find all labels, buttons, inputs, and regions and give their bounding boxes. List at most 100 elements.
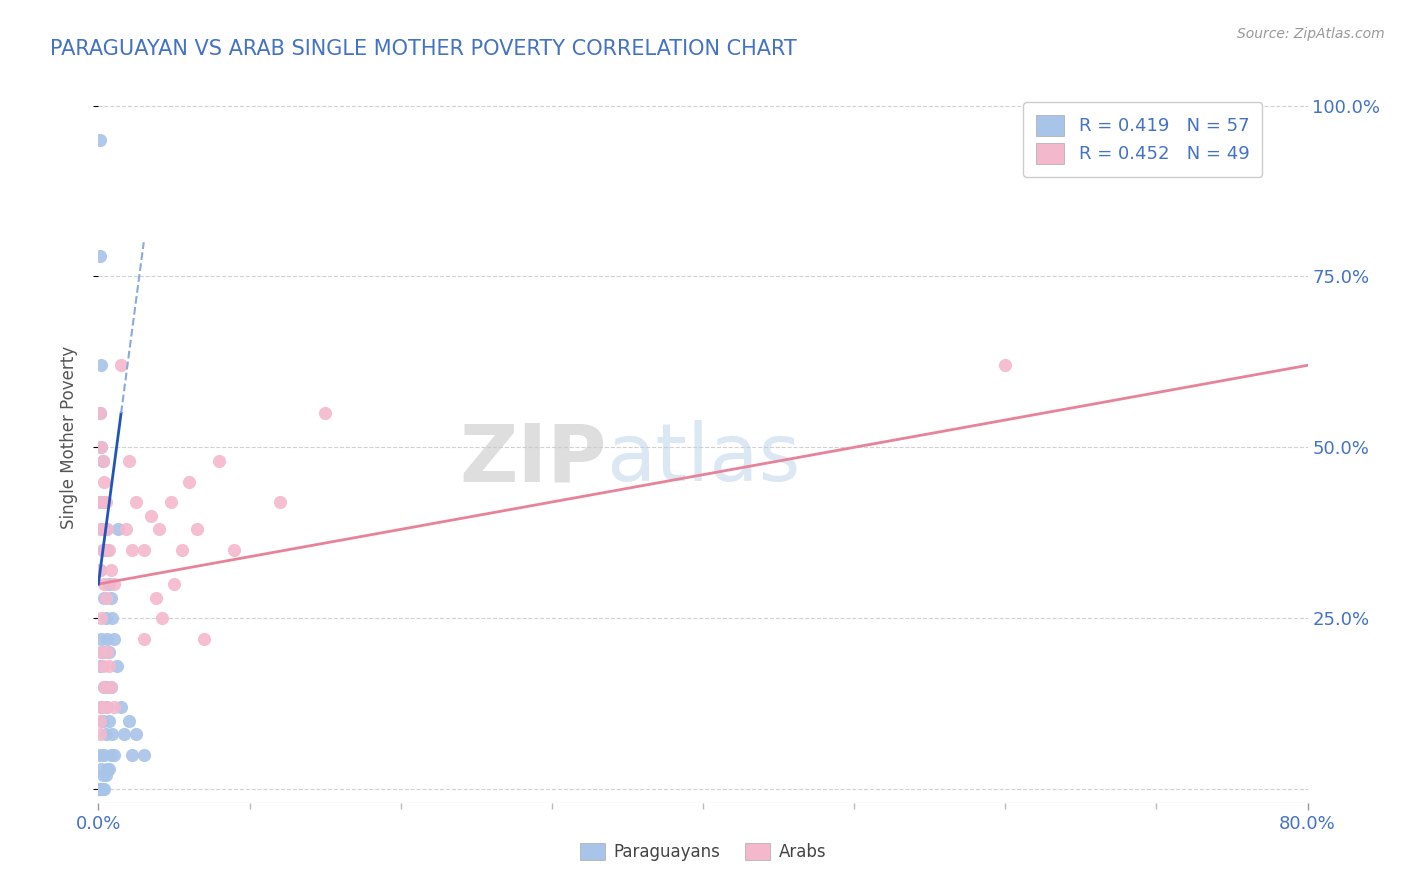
Point (96, 542, 118, 557)
Point (98, 645, 121, 659)
Point (179, 475, 201, 489)
Point (89, 406, 111, 420)
Point (91, 542, 114, 557)
Point (89, 714, 111, 728)
Point (186, 522, 208, 536)
Point (163, 577, 186, 591)
Point (87, 782, 110, 797)
Point (89, 727, 111, 741)
Point (94, 522, 117, 536)
Point (89, 659, 111, 673)
Point (87, 782, 110, 797)
Point (91, 659, 114, 673)
Point (89, 747, 111, 762)
Point (89, 495, 111, 509)
Point (121, 542, 143, 557)
Point (112, 727, 135, 741)
Point (105, 659, 128, 673)
Point (100, 563, 122, 577)
Point (93, 782, 115, 797)
Point (150, 611, 173, 625)
Legend: Paraguayans, Arabs: Paraguayans, Arabs (574, 836, 832, 868)
Point (100, 680, 122, 694)
Point (91, 454, 114, 468)
Text: PARAGUAYAN VS ARAB SINGLE MOTHER POVERTY CORRELATION CHART: PARAGUAYAN VS ARAB SINGLE MOTHER POVERTY… (51, 38, 797, 59)
Point (101, 611, 124, 625)
Point (103, 632, 125, 646)
Point (91, 714, 114, 728)
Point (89, 645, 111, 659)
Point (90, 762, 112, 776)
Point (93, 680, 115, 694)
Point (132, 632, 155, 646)
Text: ZIP: ZIP (458, 420, 606, 498)
Point (89, 782, 111, 797)
Point (91, 782, 114, 797)
Point (110, 359, 132, 373)
Point (96, 632, 118, 646)
Point (90, 632, 112, 646)
Point (93, 591, 115, 605)
Point (91, 768, 114, 782)
Point (118, 714, 141, 728)
Point (90, 782, 112, 797)
Point (103, 747, 125, 762)
Point (96, 522, 118, 536)
Point (100, 680, 122, 694)
Point (93, 475, 115, 489)
Point (114, 522, 136, 536)
Point (90, 522, 112, 536)
Point (96, 645, 118, 659)
Point (101, 727, 124, 741)
Point (208, 454, 231, 468)
Point (98, 659, 121, 673)
Y-axis label: Single Mother Poverty: Single Mother Poverty (59, 345, 77, 529)
Point (93, 680, 115, 694)
Point (89, 495, 111, 509)
Point (224, 542, 246, 557)
Point (90, 611, 112, 625)
Point (93, 495, 115, 509)
Point (91, 645, 114, 659)
Point (132, 747, 155, 762)
Point (148, 522, 170, 536)
Point (90, 440, 112, 454)
Point (91, 454, 114, 468)
Point (145, 591, 167, 605)
Point (96, 762, 118, 776)
Point (90, 700, 112, 714)
Point (90, 522, 112, 536)
Point (98, 714, 121, 728)
Point (170, 542, 193, 557)
Point (193, 632, 215, 646)
Point (132, 542, 155, 557)
Point (103, 700, 125, 714)
Point (98, 577, 121, 591)
Text: Source: ZipAtlas.com: Source: ZipAtlas.com (1237, 27, 1385, 41)
Point (94, 768, 117, 782)
Point (125, 727, 148, 741)
Point (89, 249, 111, 263)
Point (94, 591, 117, 605)
Point (96, 700, 118, 714)
Point (94, 700, 117, 714)
Point (994, 359, 1017, 373)
Point (89, 563, 111, 577)
Point (94, 727, 117, 741)
Point (103, 577, 125, 591)
Point (160, 495, 183, 509)
Point (314, 406, 336, 420)
Point (141, 508, 163, 523)
Point (89, 133, 111, 147)
Point (107, 522, 129, 536)
Point (125, 495, 148, 509)
Point (93, 747, 115, 762)
Point (93, 577, 115, 591)
Point (89, 563, 111, 577)
Point (98, 762, 121, 776)
Point (94, 680, 117, 694)
Point (121, 747, 143, 762)
Point (90, 359, 112, 373)
Point (94, 495, 117, 509)
Point (91, 542, 114, 557)
